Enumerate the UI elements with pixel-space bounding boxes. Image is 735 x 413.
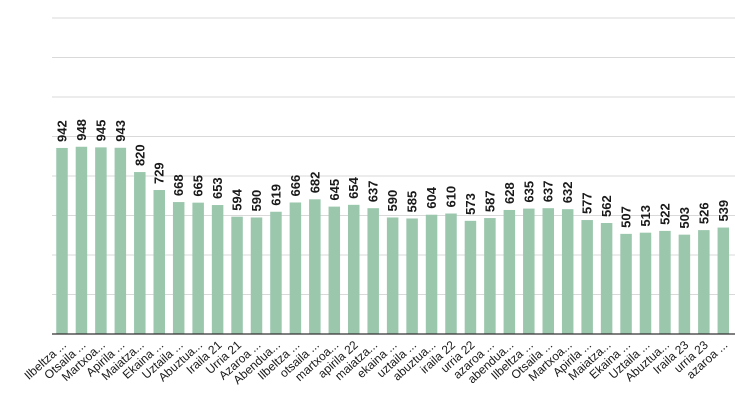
- data-label: 577: [580, 192, 595, 214]
- data-label: 942: [55, 120, 70, 142]
- bar: [134, 172, 146, 334]
- data-label: 665: [191, 175, 206, 197]
- bar: [231, 216, 243, 334]
- data-label: 503: [677, 207, 692, 229]
- data-label: 943: [113, 120, 128, 142]
- bars: [56, 146, 730, 334]
- data-label: 653: [210, 177, 225, 199]
- data-label: 637: [541, 180, 556, 202]
- bar: [289, 202, 302, 334]
- data-label: 507: [619, 206, 634, 228]
- bar: [581, 220, 593, 334]
- bar: [406, 218, 418, 334]
- data-label: 573: [463, 193, 478, 215]
- bar: [523, 208, 535, 334]
- bar: [153, 190, 165, 334]
- bar: [484, 218, 496, 334]
- data-label: 539: [716, 200, 731, 222]
- grid-lines: [52, 17, 735, 295]
- data-label: 587: [482, 190, 497, 212]
- bar: [445, 213, 457, 334]
- bar: [250, 217, 263, 334]
- bar: [309, 199, 321, 334]
- data-label: 604: [424, 186, 439, 208]
- data-label: 619: [268, 184, 283, 206]
- data-label: 668: [171, 174, 186, 196]
- bar: [75, 146, 88, 334]
- x-tick-labels: Ilbeltza ...Otsaila ...Martxoa...Apirila…: [21, 338, 730, 387]
- bar: [56, 147, 68, 334]
- bar: [717, 227, 730, 334]
- bar: [425, 214, 438, 334]
- data-label: 682: [307, 172, 322, 194]
- bar: [698, 230, 710, 334]
- bar: [328, 206, 341, 334]
- data-label: 522: [657, 203, 672, 225]
- bar: [367, 208, 379, 334]
- bar: [270, 211, 282, 334]
- bar: [192, 202, 204, 334]
- data-label: 945: [93, 120, 108, 142]
- bar: [678, 234, 691, 334]
- data-labels: 942 948 945 943 820 729 668 665 653 594 590 619 666 6…: [55, 119, 731, 229]
- data-label: 513: [638, 205, 653, 227]
- bar: [348, 204, 360, 334]
- bar: [503, 209, 516, 334]
- data-label: 637: [366, 180, 381, 202]
- bar: [464, 220, 477, 334]
- bar: [620, 233, 632, 334]
- bar: [114, 147, 127, 334]
- data-label: 585: [405, 191, 420, 213]
- data-label: 666: [288, 175, 303, 197]
- data-label: 628: [502, 182, 517, 204]
- data-label: 948: [74, 119, 89, 141]
- bar: [542, 208, 554, 334]
- data-label: 594: [230, 188, 245, 210]
- data-label: 729: [152, 162, 167, 184]
- data-label: 610: [444, 186, 459, 208]
- data-label: 590: [249, 190, 264, 212]
- bar: [659, 230, 671, 334]
- data-label: 635: [521, 181, 536, 203]
- data-label: 654: [346, 176, 361, 198]
- bar: [172, 202, 185, 334]
- data-label: 562: [599, 195, 614, 217]
- bar: [211, 205, 224, 334]
- data-label: 526: [696, 202, 711, 224]
- bar: [639, 232, 652, 334]
- data-label: 820: [132, 144, 147, 166]
- data-label: 632: [560, 181, 575, 203]
- data-label: 645: [327, 179, 342, 201]
- bar: [95, 147, 107, 334]
- bar: [386, 217, 399, 334]
- bar: [561, 209, 574, 334]
- data-label: 590: [385, 190, 400, 212]
- bar: [600, 223, 613, 334]
